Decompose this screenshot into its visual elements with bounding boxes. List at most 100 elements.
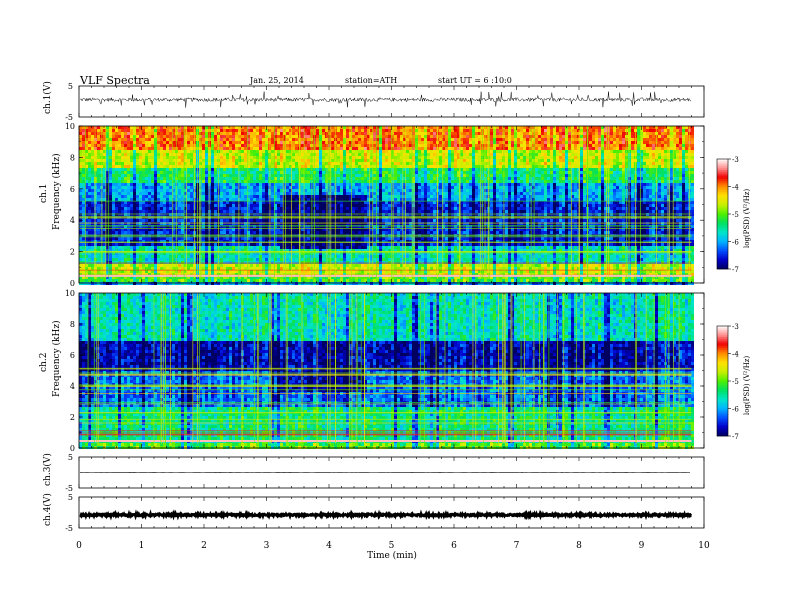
spectrogram-cell bbox=[172, 222, 175, 225]
spectrogram-cell bbox=[235, 144, 238, 147]
spectrogram-cell bbox=[316, 132, 319, 135]
spectrogram-cell bbox=[223, 186, 226, 189]
spectrogram-cell bbox=[88, 183, 91, 186]
spectrogram-cell bbox=[130, 126, 133, 129]
spectrogram-cell bbox=[250, 219, 253, 222]
spectrogram-cell bbox=[82, 177, 85, 180]
spectrogram-cell bbox=[202, 237, 205, 240]
spectrogram-cell bbox=[187, 162, 190, 165]
spectrogram-cell bbox=[220, 159, 223, 162]
spectrogram-cell bbox=[220, 258, 223, 261]
spectrogram-cell bbox=[184, 255, 187, 258]
spectrogram-cell bbox=[94, 249, 97, 252]
spectrogram-cell bbox=[310, 195, 313, 198]
spectrogram-cell bbox=[160, 183, 163, 186]
spectrogram-cell bbox=[214, 252, 217, 255]
spectrogram-cell bbox=[265, 153, 268, 156]
spectrogram-cell bbox=[226, 213, 229, 216]
spectrogram-cell bbox=[91, 168, 94, 171]
spectrogram-cell bbox=[139, 150, 142, 153]
spectrogram-cell bbox=[310, 246, 313, 249]
spectrogram-cell bbox=[184, 198, 187, 201]
spectrogram-cell bbox=[163, 132, 166, 135]
spectrogram-cell bbox=[349, 126, 352, 129]
spectrogram-cell bbox=[349, 252, 352, 255]
spectrogram-cell bbox=[133, 261, 136, 264]
spectrogram-cell bbox=[316, 273, 319, 276]
spectrogram-cell bbox=[94, 228, 97, 231]
spectrogram-cell bbox=[289, 144, 292, 147]
spectrogram-cell bbox=[211, 264, 214, 267]
spectrogram-cell bbox=[160, 126, 163, 129]
spectrogram-cell bbox=[79, 138, 82, 141]
spectrogram-cell bbox=[160, 264, 163, 267]
spectrogram-cell bbox=[289, 270, 292, 273]
spectrogram-cell bbox=[301, 204, 304, 207]
spectrogram-cell bbox=[316, 222, 319, 225]
spectrogram-cell bbox=[82, 264, 85, 267]
spectrogram-cell bbox=[337, 249, 340, 252]
spectrogram-cell bbox=[190, 147, 193, 150]
spectrogram-cell bbox=[331, 258, 334, 261]
spectrogram-cell bbox=[307, 129, 310, 132]
spectrogram-cell bbox=[265, 264, 268, 267]
spectrogram-cell bbox=[97, 195, 100, 198]
spectrogram-cell bbox=[226, 183, 229, 186]
spectrogram-cell bbox=[319, 150, 322, 153]
spectrogram-cell bbox=[157, 141, 160, 144]
spectrogram-cell bbox=[271, 129, 274, 132]
spectrogram-cell bbox=[205, 264, 208, 267]
spectrogram-cell bbox=[85, 162, 88, 165]
spectrogram-cell bbox=[226, 150, 229, 153]
spectrogram-cell bbox=[160, 228, 163, 231]
spectrogram-cell bbox=[328, 138, 331, 141]
spectrogram-cell bbox=[205, 153, 208, 156]
spectrogram-cell bbox=[91, 153, 94, 156]
spectrogram-cell bbox=[127, 222, 130, 225]
spectrogram-cell bbox=[181, 246, 184, 249]
spectrogram-cell bbox=[124, 156, 127, 159]
spectrogram-cell bbox=[106, 228, 109, 231]
spectrogram-cell bbox=[259, 243, 262, 246]
spectrogram-cell bbox=[346, 195, 349, 198]
spectrogram-cell bbox=[103, 159, 106, 162]
spectrogram-cell bbox=[151, 246, 154, 249]
spectrogram-cell bbox=[247, 261, 250, 264]
spectrogram-cell bbox=[322, 261, 325, 264]
spectrogram-cell bbox=[202, 126, 205, 129]
spectrogram-cell bbox=[292, 126, 295, 129]
spectrogram-cell bbox=[277, 126, 280, 129]
spectrogram-cell bbox=[136, 210, 139, 213]
spectrogram-cell bbox=[184, 213, 187, 216]
spectrogram-cell bbox=[82, 138, 85, 141]
spectrogram-cell bbox=[238, 141, 241, 144]
spectrogram-cell bbox=[178, 192, 181, 195]
spectrogram-cell bbox=[85, 132, 88, 135]
spectrogram-cell bbox=[190, 264, 193, 267]
spectrogram-cell bbox=[124, 273, 127, 276]
spectrogram-cell bbox=[91, 171, 94, 174]
spectrogram-cell bbox=[244, 246, 247, 249]
spectrogram-cell bbox=[301, 171, 304, 174]
spectrogram-cell bbox=[235, 180, 238, 183]
spectrogram-cell bbox=[127, 273, 130, 276]
spectrogram-cell bbox=[166, 228, 169, 231]
spectrogram-cell bbox=[199, 207, 202, 210]
spectrogram-cell bbox=[88, 273, 91, 276]
spectrogram-cell bbox=[115, 204, 118, 207]
spectrogram-cell bbox=[211, 156, 214, 159]
spectrogram-cell bbox=[328, 282, 331, 285]
spectrogram-cell bbox=[106, 165, 109, 168]
spectrogram-cell bbox=[199, 258, 202, 261]
spectrogram-cell bbox=[208, 132, 211, 135]
spectrogram-cell bbox=[199, 129, 202, 132]
spectrogram-cell bbox=[316, 279, 319, 282]
spectrogram-cell bbox=[343, 153, 346, 156]
spectrogram-cell bbox=[169, 276, 172, 279]
spectrogram-cell bbox=[118, 222, 121, 225]
spectrogram-cell bbox=[115, 150, 118, 153]
spectrogram-cell bbox=[127, 129, 130, 132]
spectrogram-cell bbox=[241, 159, 244, 162]
spectrogram-cell bbox=[292, 237, 295, 240]
spectrogram-cell bbox=[253, 150, 256, 153]
